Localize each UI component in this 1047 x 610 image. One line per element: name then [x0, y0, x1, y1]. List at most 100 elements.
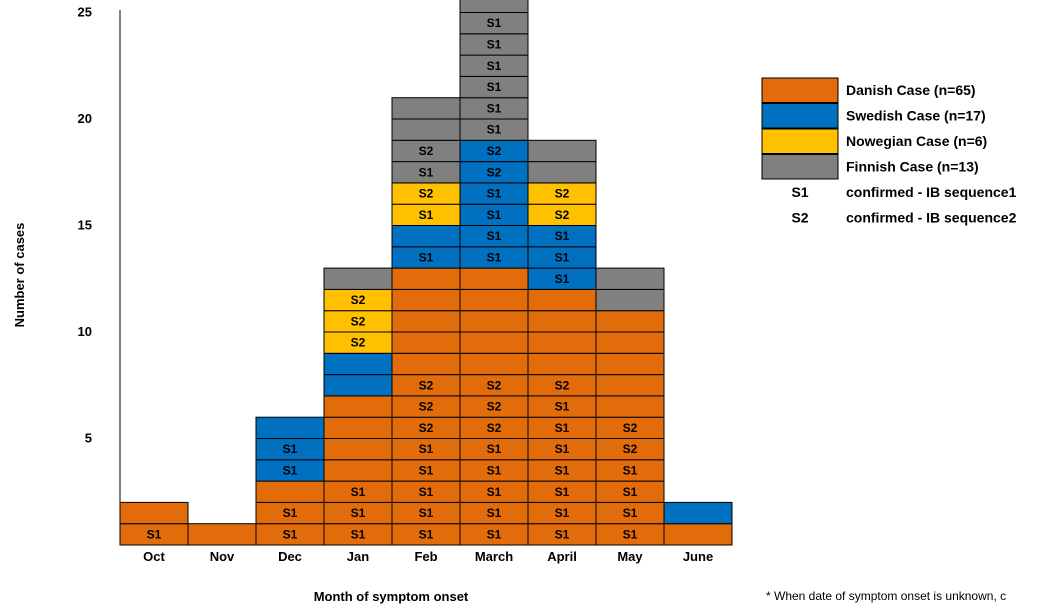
bar-cell-dk	[187, 523, 257, 546]
cell-label: S2	[487, 400, 502, 414]
bar-cell-fi	[323, 267, 393, 290]
legend-label: confirmed - IB sequence2	[846, 210, 1017, 226]
cell-label: S1	[419, 463, 434, 477]
bar-cell-dk	[527, 331, 597, 354]
bar-cell-dk	[391, 331, 461, 354]
x-tick-label: April	[547, 549, 577, 564]
bar-stacks: S1 S1 S1 S1 S1 S1 S1 S1 S2 S2 S2 S1 S1 S1 S1 S1 S2 S2 S2 S1…	[119, 0, 733, 546]
bar-cell-dk	[595, 310, 665, 333]
cell-label: S1	[555, 527, 570, 541]
legend-code: S1	[791, 184, 808, 200]
bar-cell-dk	[595, 374, 665, 397]
x-tick-label: June	[683, 549, 713, 564]
cell-label: S2	[623, 421, 638, 435]
cell-label: S1	[555, 229, 570, 243]
bar-cell-dk	[323, 395, 393, 418]
cell-label: S1	[419, 506, 434, 520]
cell-label: S1	[283, 442, 298, 456]
cell-label: S1	[623, 485, 638, 499]
legend-swatch	[761, 128, 839, 154]
cell-label: S2	[419, 421, 434, 435]
y-tick-label: 10	[78, 324, 92, 339]
bar-cell-dk	[459, 352, 529, 376]
bar-cell-dk	[391, 267, 461, 290]
cell-label: S1	[555, 463, 570, 477]
cell-label: S2	[419, 144, 434, 158]
legend: Danish Case (n=65) Swedish Case (n=17) Now…	[761, 77, 1017, 226]
x-tick-label: Oct	[143, 549, 165, 564]
bar-cell-dk	[391, 310, 461, 333]
cell-label: S1	[487, 123, 502, 137]
cell-label: S1	[487, 59, 502, 73]
x-tick-label: Dec	[278, 549, 302, 564]
x-tick-label: Feb	[414, 549, 437, 564]
cell-label: S2	[487, 378, 502, 392]
cell-label: S1	[283, 527, 298, 541]
cell-label: S1	[555, 485, 570, 499]
cell-label: S1	[487, 37, 502, 51]
cell-label: S2	[419, 400, 434, 414]
footnote: * When date of symptom onset is unknown,…	[766, 589, 1006, 603]
cell-label: S1	[419, 485, 434, 499]
cell-label: S1	[487, 250, 502, 264]
cell-label: S2	[487, 421, 502, 435]
bar-cell-se	[663, 501, 733, 525]
bar-cell-fi	[595, 267, 665, 290]
x-tick-label: Nov	[210, 549, 235, 564]
y-tick-label: 5	[85, 431, 92, 446]
bar-cell-dk	[595, 331, 665, 354]
bar-cell-dk	[459, 310, 529, 333]
bar-cell-dk	[459, 267, 529, 290]
cell-label: S1	[487, 229, 502, 243]
cell-label: S1	[487, 485, 502, 499]
x-tick-label: May	[617, 549, 643, 564]
bar-cell-fi	[391, 97, 461, 120]
cell-label: S1	[487, 16, 502, 30]
bar-cell-dk	[391, 352, 461, 376]
cell-label: S2	[351, 336, 366, 350]
bar-cell-dk	[459, 331, 529, 354]
x-axis-title: Month of symptom onset	[314, 589, 469, 604]
axes: Oct Nov Dec Jan Feb March April May June 5 10 15 20 2…	[78, 5, 732, 564]
bar-cell-dk	[119, 501, 189, 525]
legend-label: Swedish Case (n=17)	[846, 108, 986, 124]
cell-label: S1	[487, 80, 502, 94]
cell-label: S1	[419, 527, 434, 541]
cell-label: S1	[487, 101, 502, 115]
cell-label: S2	[419, 187, 434, 201]
cell-label: S1	[555, 506, 570, 520]
cell-label: S1	[419, 442, 434, 456]
cell-label: S2	[623, 442, 638, 456]
cell-label: S1	[419, 165, 434, 179]
legend-swatch	[761, 77, 839, 103]
bar-cell-dk	[391, 288, 461, 312]
bar-cell-dk	[595, 352, 665, 376]
bar-cell-dk	[323, 459, 393, 482]
cell-label: S1	[283, 506, 298, 520]
legend-swatch	[761, 103, 839, 129]
cell-label: S2	[351, 314, 366, 328]
bar-cell-fi	[527, 161, 597, 184]
cell-label: S2	[555, 187, 570, 201]
bar-cell-dk	[255, 480, 325, 503]
bar-cell-fi	[459, 0, 529, 13]
cell-label: S1	[555, 250, 570, 264]
cell-label: S1	[623, 506, 638, 520]
legend-label: Nowegian Case (n=6)	[846, 133, 987, 149]
legend-label: Finnish Case (n=13)	[846, 159, 979, 175]
cell-label: S1	[351, 485, 366, 499]
cell-label: S1	[419, 208, 434, 222]
legend-swatch	[761, 154, 839, 180]
cell-label: S1	[487, 527, 502, 541]
bar-cell-dk	[527, 310, 597, 333]
x-tick-label: March	[475, 549, 513, 564]
bar-cell-dk	[663, 523, 733, 546]
cell-label: S1	[283, 463, 298, 477]
cell-label: S1	[351, 506, 366, 520]
bar-cell-dk	[595, 395, 665, 418]
cell-label: S1	[351, 527, 366, 541]
bar-cell-fi	[391, 118, 461, 141]
bar-cell-dk	[527, 352, 597, 376]
